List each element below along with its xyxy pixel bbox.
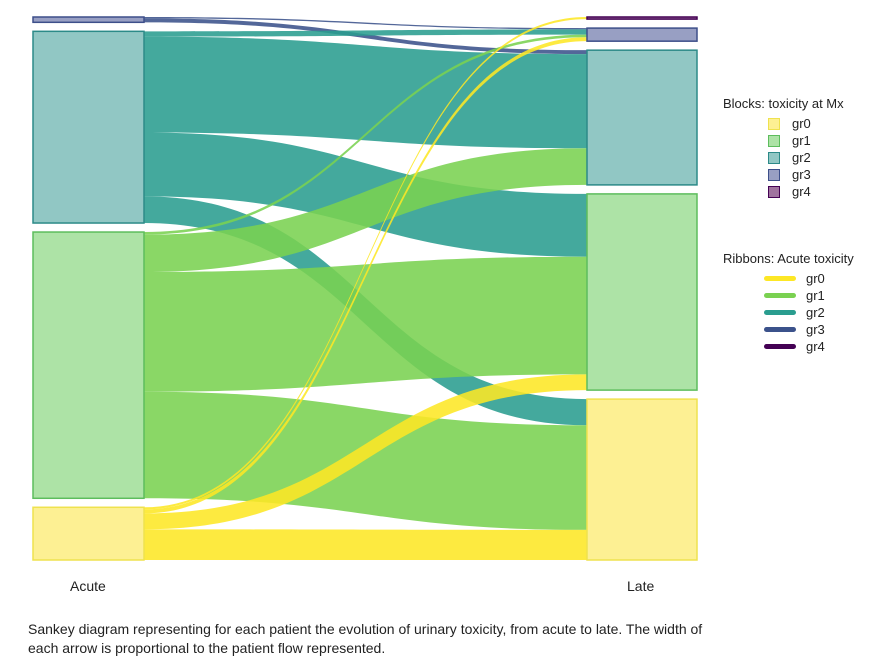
legend-ribbon-swatch-gr1 bbox=[764, 293, 796, 298]
legend-ribbon-label-gr2: gr2 bbox=[806, 305, 825, 320]
legend-ribbons-title: Ribbons: Acute toxicity bbox=[723, 251, 854, 266]
ribbon-gr3-to-gr3 bbox=[144, 17, 587, 30]
ribbon-gr0-to-gr0 bbox=[144, 529, 587, 560]
legend-ribbon-swatch-gr2 bbox=[764, 310, 796, 315]
legend-block-item-gr1: gr1 bbox=[723, 132, 844, 149]
block-acute-gr1 bbox=[32, 231, 145, 500]
block-acute-gr0 bbox=[32, 506, 145, 561]
legend-ribbon-label-gr1: gr1 bbox=[806, 288, 825, 303]
legend-block-swatch-gr0 bbox=[768, 117, 780, 130]
legend-block-swatch-gr2 bbox=[768, 151, 780, 164]
legend-blocks: Blocks: toxicity at Mx gr0 gr1 gr2 gr3 gr4 bbox=[723, 96, 844, 200]
legend-ribbon-swatch-gr3 bbox=[764, 327, 796, 332]
ribbon-gr2-to-gr3 bbox=[144, 29, 587, 37]
block-acute-gr3 bbox=[32, 16, 145, 24]
legend-ribbon-label-gr3: gr3 bbox=[806, 322, 825, 337]
legend-block-swatch-gr1 bbox=[768, 134, 780, 147]
ribbon-gr0-to-gr3 bbox=[144, 37, 587, 514]
legend-block-item-gr0: gr0 bbox=[723, 115, 844, 132]
axis-label-acute: Acute bbox=[70, 578, 106, 594]
ribbon-gr1-to-gr2 bbox=[144, 148, 587, 272]
legend-ribbon-item-gr2: gr2 bbox=[723, 304, 854, 321]
block-late-gr3 bbox=[586, 27, 698, 42]
legend-ribbons: Ribbons: Acute toxicity gr0 gr1 gr2 gr3 gr4 bbox=[723, 251, 854, 355]
legend-block-item-gr3: gr3 bbox=[723, 166, 844, 183]
block-late-gr2 bbox=[586, 49, 698, 186]
legend-block-swatch-gr3 bbox=[768, 168, 780, 181]
legend-ribbon-swatch-gr0 bbox=[764, 276, 796, 281]
legend-ribbon-swatch-gr4 bbox=[764, 344, 796, 349]
ribbon-gr1-to-gr1 bbox=[144, 256, 587, 392]
block-acute-gr2 bbox=[32, 30, 145, 224]
legend-block-item-gr4: gr4 bbox=[723, 183, 844, 200]
legend-block-label-gr1: gr1 bbox=[792, 133, 811, 148]
legend-ribbon-item-gr0: gr0 bbox=[723, 270, 854, 287]
legend-block-label-gr4: gr4 bbox=[792, 184, 811, 199]
legend-block-swatch-gr4 bbox=[768, 185, 780, 198]
legend-block-label-gr0: gr0 bbox=[792, 116, 811, 131]
figure-caption: Sankey diagram representing for each pat… bbox=[28, 621, 703, 656]
ribbon-gr0-to-gr4 bbox=[144, 17, 587, 510]
legend-block-item-gr2: gr2 bbox=[723, 149, 844, 166]
ribbon-gr2-to-gr2 bbox=[144, 36, 587, 149]
block-late-gr1 bbox=[586, 193, 698, 391]
legend-ribbon-item-gr1: gr1 bbox=[723, 287, 854, 304]
legend-block-label-gr3: gr3 bbox=[792, 167, 811, 182]
ribbon-gr1-to-gr0 bbox=[144, 391, 587, 530]
legend-block-label-gr2: gr2 bbox=[792, 150, 811, 165]
ribbon-gr3-to-gr2 bbox=[144, 18, 587, 55]
axis-label-late: Late bbox=[627, 578, 655, 594]
legend-ribbon-label-gr0: gr0 bbox=[806, 271, 825, 286]
block-late-gr0 bbox=[586, 398, 698, 561]
ribbon-gr0-to-gr1 bbox=[144, 374, 587, 530]
legend-ribbon-item-gr4: gr4 bbox=[723, 338, 854, 355]
ribbon-gr1-to-gr3 bbox=[144, 34, 587, 235]
legend-ribbon-item-gr3: gr3 bbox=[723, 321, 854, 338]
legend-ribbon-label-gr4: gr4 bbox=[806, 339, 825, 354]
legend-blocks-title: Blocks: toxicity at Mx bbox=[723, 96, 844, 111]
block-late-gr4 bbox=[586, 16, 698, 20]
